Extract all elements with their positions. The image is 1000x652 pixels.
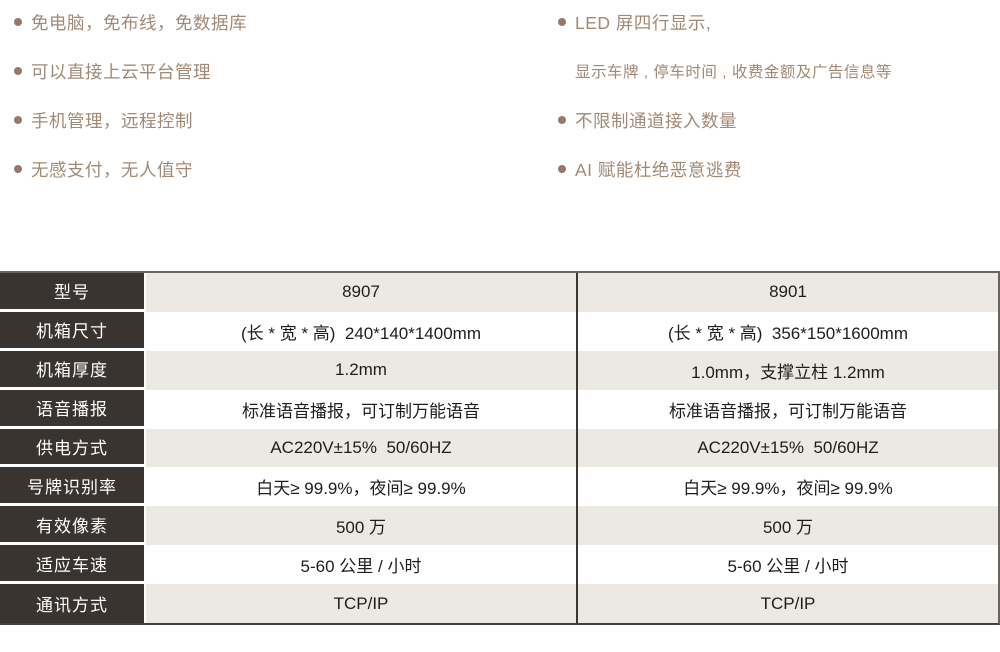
feature-text: AI 赋能杜绝恶意逃费 (575, 159, 742, 180)
spec-value-cell: 白天≥ 99.9%，夜间≥ 99.9% (576, 467, 998, 507)
spec-label-cell: 适应车速 (0, 545, 146, 585)
feature-highlights: 免电脑，免布线，免数据库 可以直接上云平台管理 手机管理，远程控制 无感支付，无… (0, 0, 1000, 200)
spec-value-cell: TCP/IP (146, 584, 576, 624)
list-item: 免电脑，免布线，免数据库 (14, 12, 247, 33)
spec-row-vehicle-speed: 适应车速 5-60 公里 / 小时 5-60 公里 / 小时 (0, 545, 998, 585)
bullet-dot-icon (558, 116, 566, 124)
spec-value-cell: (长 * 宽 * 高) 356*150*1600mm (576, 311, 998, 351)
spec-value-cell: 500 万 (146, 506, 576, 546)
spec-value-cell: 标准语音播报，可订制万能语音 (576, 389, 998, 429)
spec-value-cell: (长 * 宽 * 高) 240*140*1400mm (146, 311, 576, 351)
spec-value-cell: 5-60 公里 / 小时 (146, 545, 576, 585)
spec-row-power-supply: 供电方式 AC220V±15% 50/60HZ AC220V±15% 50/60… (0, 428, 998, 468)
bullet-dot-icon (558, 18, 566, 26)
spec-label-cell: 语音播报 (0, 389, 146, 429)
spec-label-cell: 通讯方式 (0, 584, 146, 624)
spec-row-cabinet-thickness: 机箱厚度 1.2mm 1.0mm，支撑立柱 1.2mm (0, 350, 998, 390)
spec-row-cabinet-size: 机箱尺寸 (长 * 宽 * 高) 240*140*1400mm (长 * 宽 *… (0, 311, 998, 351)
list-item-subline: 显示车牌 , 停车时间 , 收费金额及广告信息等 (558, 61, 892, 81)
spec-value-cell: TCP/IP (576, 584, 998, 624)
feature-text: LED 屏四行显示, (575, 12, 712, 33)
list-item: 手机管理，远程控制 (14, 110, 247, 131)
bullet-dot-icon (14, 116, 22, 124)
spec-row-effective-pixels: 有效像素 500 万 500 万 (0, 506, 998, 546)
feature-text: 手机管理，远程控制 (31, 110, 193, 131)
spec-label-cell: 有效像素 (0, 506, 146, 546)
bullet-dot-icon (14, 67, 22, 75)
list-item: 可以直接上云平台管理 (14, 61, 247, 82)
list-item: AI 赋能杜绝恶意逃费 (558, 159, 892, 180)
spec-value-cell: AC220V±15% 50/60HZ (146, 428, 576, 468)
feature-text: 免电脑，免布线，免数据库 (31, 12, 247, 33)
bullet-dot-icon (14, 165, 22, 173)
feature-list-right: LED 屏四行显示, 显示车牌 , 停车时间 , 收费金额及广告信息等 不限制通… (558, 12, 892, 208)
spec-value-cell: 白天≥ 99.9%，夜间≥ 99.9% (146, 467, 576, 507)
spec-label-cell: 供电方式 (0, 428, 146, 468)
spec-label-cell: 型号 (0, 273, 146, 312)
spec-value-cell: 5-60 公里 / 小时 (576, 545, 998, 585)
bullet-dot-icon (14, 18, 22, 26)
spec-value-cell: 8907 (146, 273, 576, 312)
feature-text: 显示车牌 , 停车时间 , 收费金额及广告信息等 (575, 64, 892, 81)
list-item: 不限制通道接入数量 (558, 110, 892, 131)
spec-row-plate-recognition-rate: 号牌识别率 白天≥ 99.9%，夜间≥ 99.9% 白天≥ 99.9%，夜间≥ … (0, 467, 998, 507)
spec-row-communication: 通讯方式 TCP/IP TCP/IP (0, 584, 998, 624)
spec-label-cell: 机箱尺寸 (0, 311, 146, 351)
feature-list-left: 免电脑，免布线，免数据库 可以直接上云平台管理 手机管理，远程控制 无感支付，无… (14, 12, 247, 208)
feature-text: 不限制通道接入数量 (575, 110, 737, 131)
spec-label-cell: 号牌识别率 (0, 467, 146, 507)
spec-row-voice-broadcast: 语音播报 标准语音播报，可订制万能语音 标准语音播报，可订制万能语音 (0, 389, 998, 429)
spec-row-model: 型号 8907 8901 (0, 273, 998, 312)
spec-value-cell: 1.2mm (146, 350, 576, 390)
list-item: 无感支付，无人值守 (14, 159, 247, 180)
spec-value-cell: 8901 (576, 273, 998, 312)
list-item: LED 屏四行显示, (558, 12, 892, 33)
spec-value-cell: 标准语音播报，可订制万能语音 (146, 389, 576, 429)
spec-value-cell: 1.0mm，支撑立柱 1.2mm (576, 350, 998, 390)
bullet-dot-icon (558, 165, 566, 173)
feature-text: 可以直接上云平台管理 (31, 61, 211, 82)
spec-label-cell: 机箱厚度 (0, 350, 146, 390)
spec-table: 型号 8907 8901 机箱尺寸 (长 * 宽 * 高) 240*140*14… (0, 271, 1000, 626)
spec-value-cell: 500 万 (576, 506, 998, 546)
spec-value-cell: AC220V±15% 50/60HZ (576, 428, 998, 468)
feature-text: 无感支付，无人值守 (31, 159, 193, 180)
